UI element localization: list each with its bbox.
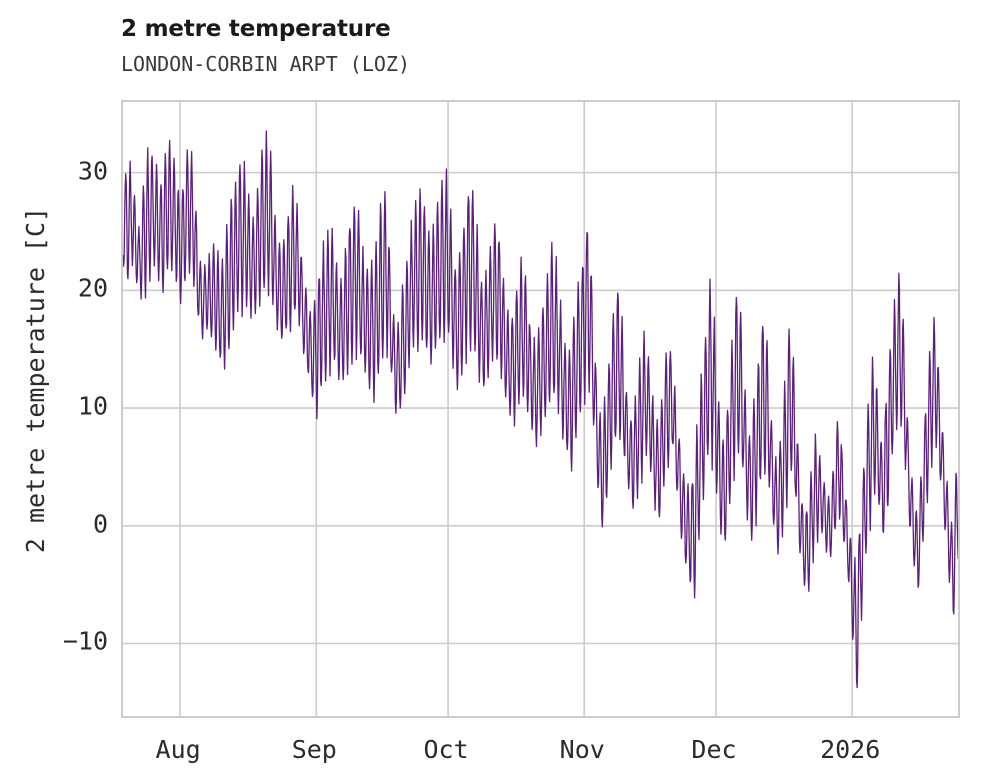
x-tick-label: 2026: [820, 735, 881, 764]
x-tick-label: Oct: [423, 735, 469, 764]
chart-subtitle: LONDON-CORBIN ARPT (LOZ): [121, 52, 410, 76]
plot-svg: [123, 102, 958, 716]
y-tick-label: 10: [77, 391, 108, 421]
y-tick-label: 30: [77, 156, 108, 186]
plot-area: [121, 100, 960, 718]
y-tick-label: 0: [92, 509, 108, 539]
x-tick-label: Nov: [559, 735, 605, 764]
y-tick-label: −10: [62, 626, 108, 656]
y-axis-ticks: −10 0 10 20 30: [0, 0, 108, 782]
y-tick-label: 20: [77, 273, 108, 303]
x-tick-label: Sep: [291, 735, 337, 764]
chart-title: 2 metre temperature: [121, 16, 391, 42]
x-tick-label: Dec: [691, 735, 737, 764]
temperature-series-line: [123, 130, 958, 689]
x-tick-label: Aug: [155, 735, 201, 764]
